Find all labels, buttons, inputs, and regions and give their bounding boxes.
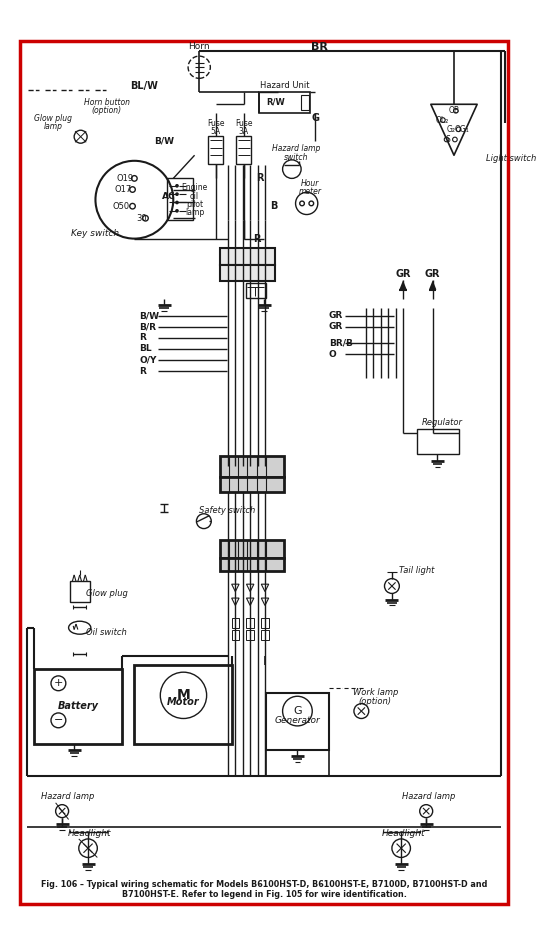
Text: Generator: Generator xyxy=(274,716,320,725)
Text: GR: GR xyxy=(329,323,343,331)
Text: GR: GR xyxy=(425,269,441,279)
Text: Fuse: Fuse xyxy=(235,119,252,129)
Text: Horn: Horn xyxy=(188,43,210,51)
Bar xyxy=(259,93,310,113)
Text: BL/W: BL/W xyxy=(130,80,158,91)
Text: 5A: 5A xyxy=(211,127,221,135)
Text: lamp: lamp xyxy=(185,208,204,218)
Text: B: B xyxy=(269,201,277,211)
Bar xyxy=(220,248,275,265)
Text: Key switch: Key switch xyxy=(71,230,119,238)
Circle shape xyxy=(175,184,179,187)
Text: −: − xyxy=(53,715,63,726)
Bar xyxy=(70,582,90,602)
Bar xyxy=(261,619,269,628)
Bar xyxy=(261,630,269,639)
Text: Hazard lamp: Hazard lamp xyxy=(272,144,321,153)
Circle shape xyxy=(175,192,179,196)
Bar xyxy=(220,456,285,477)
Text: OG₁: OG₁ xyxy=(455,125,470,133)
Bar xyxy=(246,619,254,628)
Text: Engine: Engine xyxy=(181,184,208,192)
Text: Light switch: Light switch xyxy=(487,153,537,163)
Text: Work lamp: Work lamp xyxy=(353,688,398,697)
Text: O/Y: O/Y xyxy=(139,356,157,364)
Bar xyxy=(232,619,239,628)
Text: S: S xyxy=(445,135,450,144)
Text: B/W: B/W xyxy=(139,311,159,320)
Text: AC: AC xyxy=(162,192,176,201)
Text: G₂: G₂ xyxy=(447,125,456,133)
Text: O: O xyxy=(329,350,336,359)
Text: Battery: Battery xyxy=(58,701,99,711)
Text: oil: oil xyxy=(190,191,199,201)
Text: (option): (option) xyxy=(359,697,392,707)
Text: meter: meter xyxy=(299,187,322,196)
Polygon shape xyxy=(399,280,407,289)
Text: Headlight: Headlight xyxy=(68,829,112,838)
Text: R: R xyxy=(253,234,260,244)
Text: Headlight: Headlight xyxy=(381,829,425,838)
Text: Fuse: Fuse xyxy=(207,119,225,129)
Text: B/R: B/R xyxy=(139,323,156,331)
Text: M: M xyxy=(177,689,190,702)
Text: Regulator: Regulator xyxy=(421,417,462,427)
Text: G: G xyxy=(311,114,319,123)
Bar xyxy=(237,136,251,164)
Text: OL₂: OL₂ xyxy=(435,115,449,125)
Text: lamp: lamp xyxy=(43,122,62,131)
Bar xyxy=(220,265,275,281)
Text: R: R xyxy=(255,173,263,184)
Text: 30: 30 xyxy=(137,214,147,222)
Text: pilot: pilot xyxy=(186,200,203,209)
Bar xyxy=(134,665,232,744)
Text: OB: OB xyxy=(449,106,460,115)
Bar xyxy=(266,692,329,750)
Text: O17: O17 xyxy=(114,185,132,194)
Text: Safety switch: Safety switch xyxy=(199,505,255,515)
Text: R/W: R/W xyxy=(267,98,286,107)
Text: 3A: 3A xyxy=(239,127,249,135)
Text: +: + xyxy=(53,678,63,689)
Text: R: R xyxy=(139,367,146,376)
Bar xyxy=(220,540,285,558)
Text: Fig. 106 – Typical wiring schematic for Models B6100HST-D, B6100HST-E, B7100D, B: Fig. 106 – Typical wiring schematic for … xyxy=(41,880,487,889)
Text: O19: O19 xyxy=(117,174,134,183)
Text: Oil switch: Oil switch xyxy=(86,628,127,637)
Text: Tail light: Tail light xyxy=(399,566,435,575)
Text: switch: switch xyxy=(284,152,309,162)
Text: Hazard lamp: Hazard lamp xyxy=(41,792,94,801)
Text: BL: BL xyxy=(139,344,152,354)
Text: (option): (option) xyxy=(91,106,122,115)
Bar xyxy=(220,477,285,492)
Text: Hour: Hour xyxy=(301,179,320,187)
Polygon shape xyxy=(429,280,436,289)
Text: Horn button: Horn button xyxy=(84,98,130,107)
Text: B/W: B/W xyxy=(154,137,174,146)
Text: GR: GR xyxy=(395,269,411,279)
Bar xyxy=(35,670,123,744)
Bar xyxy=(246,630,254,639)
Bar xyxy=(246,283,266,298)
Circle shape xyxy=(175,209,179,213)
Text: G: G xyxy=(293,706,302,716)
Bar xyxy=(167,179,193,220)
Text: Hazard lamp: Hazard lamp xyxy=(402,792,456,801)
Text: Glow plug: Glow plug xyxy=(86,589,127,598)
Text: B7100HST-E. Refer to legend in Fig. 105 for wire identification.: B7100HST-E. Refer to legend in Fig. 105 … xyxy=(122,890,407,899)
Bar xyxy=(220,558,285,571)
Bar xyxy=(301,95,308,110)
Text: O50: O50 xyxy=(113,201,130,211)
Circle shape xyxy=(175,201,179,204)
Text: Motor: Motor xyxy=(167,697,200,707)
Text: Glow plug: Glow plug xyxy=(34,114,72,123)
Text: GR: GR xyxy=(329,311,343,320)
Text: R: R xyxy=(139,333,146,342)
Text: BR/B: BR/B xyxy=(329,339,353,348)
Bar xyxy=(417,429,458,454)
Bar xyxy=(232,630,239,639)
Text: BR: BR xyxy=(311,42,328,52)
Text: Hazard Unit: Hazard Unit xyxy=(260,81,309,90)
Bar xyxy=(208,136,224,164)
